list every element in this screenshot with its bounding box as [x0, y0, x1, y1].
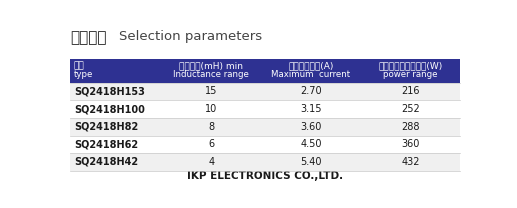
Text: 216: 216: [401, 87, 420, 97]
Text: Inductance range: Inductance range: [173, 70, 249, 79]
Text: 6: 6: [208, 139, 215, 149]
Text: 432: 432: [401, 157, 420, 167]
Text: power range: power range: [383, 70, 437, 79]
Text: 全电压适用功率范围(W): 全电压适用功率范围(W): [378, 61, 443, 70]
Text: 8: 8: [208, 122, 215, 132]
Text: 288: 288: [401, 122, 420, 132]
Text: 型号: 型号: [74, 61, 85, 70]
Text: 5.40: 5.40: [300, 157, 322, 167]
Text: IKP ELECTRONICS CO.,LTD.: IKP ELECTRONICS CO.,LTD.: [187, 171, 343, 181]
Text: 4.50: 4.50: [300, 139, 322, 149]
Text: 15: 15: [205, 87, 218, 97]
Text: 252: 252: [401, 104, 420, 114]
Text: Maximum  current: Maximum current: [271, 70, 351, 79]
Text: 10: 10: [205, 104, 218, 114]
Text: 360: 360: [401, 139, 419, 149]
Text: type: type: [74, 70, 93, 79]
Text: 最大允许电流(A): 最大允许电流(A): [288, 61, 333, 70]
Text: 电感范围(mH) min: 电感范围(mH) min: [179, 61, 244, 70]
Text: 4: 4: [208, 157, 215, 167]
Text: SQ2418H62: SQ2418H62: [74, 139, 139, 149]
Text: SQ2418H42: SQ2418H42: [74, 157, 139, 167]
Text: SQ2418H100: SQ2418H100: [74, 104, 145, 114]
Text: SQ2418H82: SQ2418H82: [74, 122, 139, 132]
Text: 选型参数: 选型参数: [70, 30, 107, 45]
Text: SQ2418H153: SQ2418H153: [74, 87, 145, 97]
Text: Selection parameters: Selection parameters: [119, 30, 262, 43]
Text: 3.60: 3.60: [300, 122, 322, 132]
Text: 3.15: 3.15: [300, 104, 322, 114]
Text: 2.70: 2.70: [300, 87, 322, 97]
